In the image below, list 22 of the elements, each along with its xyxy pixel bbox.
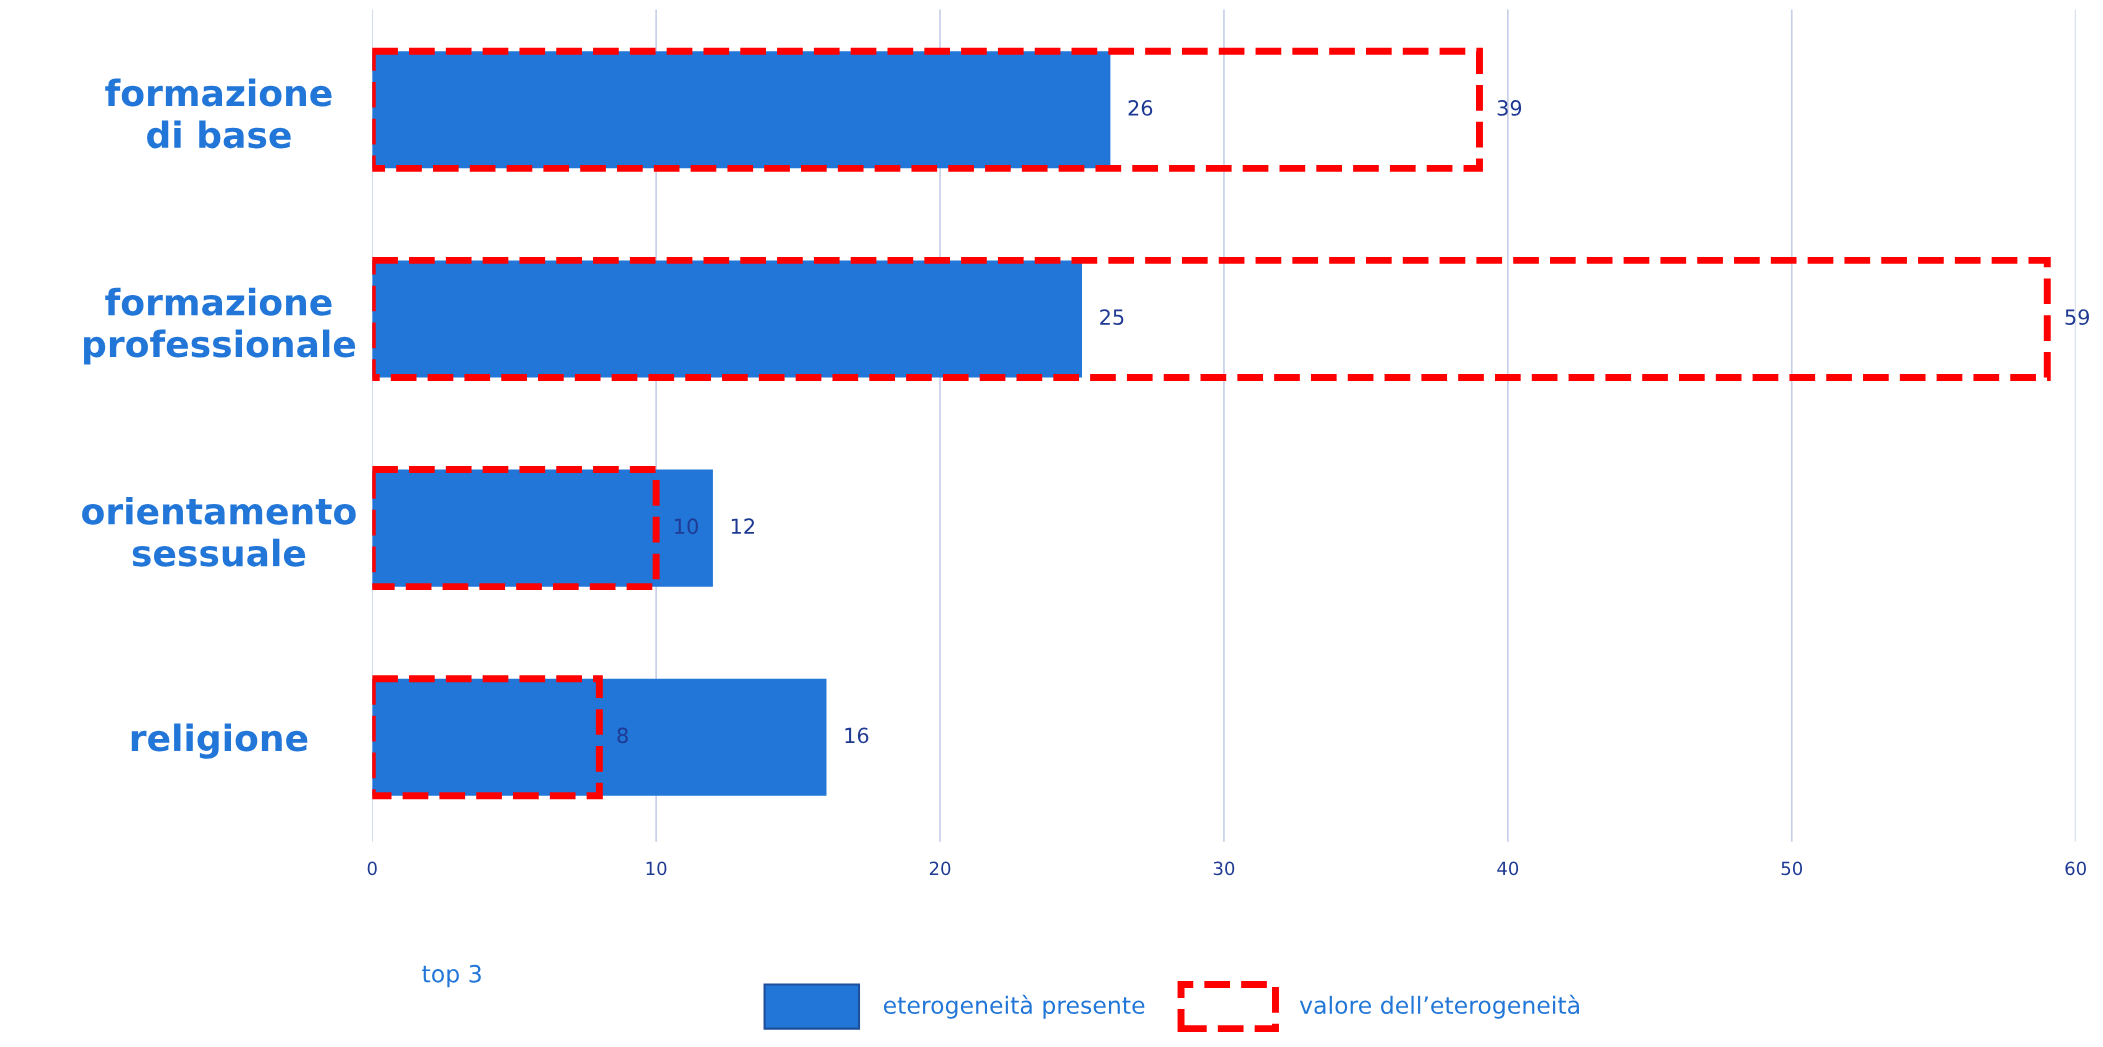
x-tick-label: 50 bbox=[1781, 861, 1803, 876]
data-label: 12 bbox=[731, 518, 755, 534]
data-label: 10 bbox=[675, 518, 698, 535]
y-tick-label: formazione professionale bbox=[84, 287, 356, 365]
legend-label: eterogeneità presente bbox=[883, 994, 1145, 1019]
x-tick-label: 60 bbox=[2065, 861, 2086, 876]
legend-label: valore dell’eterogeneità bbox=[1299, 994, 1579, 1019]
data-label: 59 bbox=[2065, 309, 2089, 325]
legend-title: top 3 bbox=[422, 964, 481, 988]
data-label: 26 bbox=[1128, 100, 1153, 116]
data-label: 16 bbox=[845, 727, 869, 744]
x-tick-label: 0 bbox=[367, 861, 377, 876]
data-label: 8 bbox=[617, 727, 628, 744]
data-label: 39 bbox=[1497, 100, 1522, 116]
y-tick-label: orientamento sessuale bbox=[82, 496, 356, 567]
x-tick-label: 10 bbox=[646, 861, 667, 876]
data-label: 25 bbox=[1100, 309, 1124, 325]
x-tick-label: 40 bbox=[1497, 861, 1519, 876]
y-tick-label: formazione di base bbox=[105, 78, 332, 149]
x-tick-label: 20 bbox=[929, 861, 951, 876]
x-tick-label: 30 bbox=[1213, 861, 1235, 876]
y-tick-label: religione bbox=[131, 723, 308, 759]
